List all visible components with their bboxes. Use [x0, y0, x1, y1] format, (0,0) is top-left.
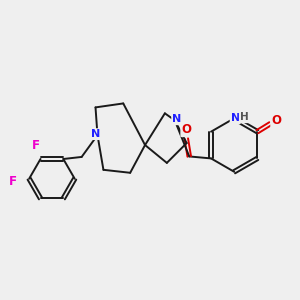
Text: N: N — [231, 113, 240, 123]
Text: F: F — [32, 139, 40, 152]
Text: N: N — [91, 129, 100, 139]
Text: H: H — [240, 112, 248, 122]
Text: O: O — [181, 123, 191, 136]
Text: O: O — [271, 114, 281, 127]
Text: N: N — [172, 114, 182, 124]
Text: F: F — [9, 175, 17, 188]
